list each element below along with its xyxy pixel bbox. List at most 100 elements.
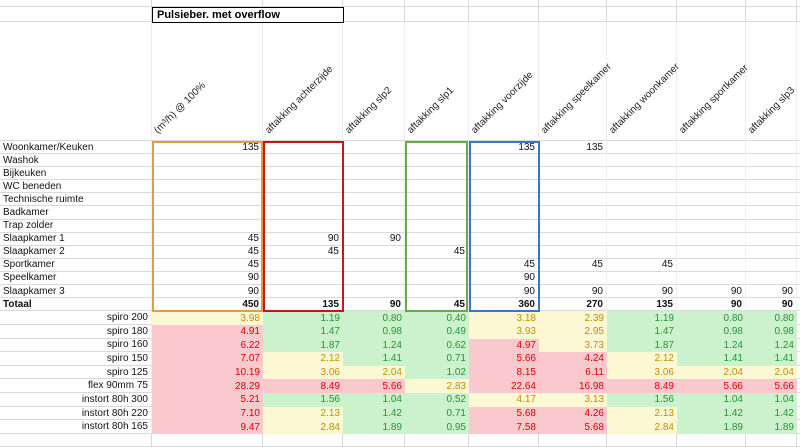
cell[interactable]: 90 xyxy=(469,285,539,299)
cell[interactable]: 45 xyxy=(469,258,539,272)
cell[interactable] xyxy=(677,232,746,246)
row-label[interactable]: spiro 160 xyxy=(0,338,152,353)
cell[interactable] xyxy=(405,271,469,286)
cell[interactable]: 450 xyxy=(152,298,263,312)
cell[interactable] xyxy=(607,193,677,207)
cell[interactable] xyxy=(746,141,797,155)
row-label[interactable]: Speelkamer xyxy=(0,271,152,286)
cell[interactable] xyxy=(405,180,469,194)
column-header[interactable]: aftakking achterzijde xyxy=(263,63,336,137)
cell[interactable] xyxy=(539,219,607,233)
cell[interactable] xyxy=(405,232,469,246)
cell[interactable]: 1.04 xyxy=(343,393,405,407)
cell[interactable]: 45 xyxy=(152,232,263,246)
cell[interactable] xyxy=(797,22,800,141)
cell[interactable]: 0.62 xyxy=(405,338,469,353)
cell[interactable] xyxy=(152,167,263,181)
cell[interactable] xyxy=(607,22,677,141)
row-label[interactable]: Slaapkamer 1 xyxy=(0,232,152,246)
cell[interactable] xyxy=(746,258,797,272)
title-cell[interactable]: Pulsieber. met overflow xyxy=(152,7,344,23)
cell[interactable] xyxy=(607,271,677,286)
cell[interactable]: 1.41 xyxy=(677,352,746,366)
cell[interactable] xyxy=(607,180,677,194)
cell[interactable]: 2.12 xyxy=(263,352,343,366)
cell[interactable] xyxy=(607,0,677,7)
cell[interactable] xyxy=(797,352,800,366)
cell[interactable]: 1.41 xyxy=(746,352,797,366)
row-label[interactable]: WC beneden xyxy=(0,180,152,194)
cell[interactable] xyxy=(343,219,405,233)
cell[interactable] xyxy=(539,22,607,141)
cell[interactable]: 1.19 xyxy=(263,311,343,325)
cell[interactable] xyxy=(797,220,800,233)
cell[interactable]: 0.71 xyxy=(405,406,469,421)
cell[interactable]: 90 xyxy=(343,298,405,312)
cell[interactable] xyxy=(343,180,405,194)
cell[interactable]: 90 xyxy=(263,232,343,246)
cell[interactable]: 8.49 xyxy=(607,379,677,394)
cell[interactable]: 3.98 xyxy=(152,311,263,325)
cell[interactable]: 0.95 xyxy=(405,420,469,434)
cell[interactable]: 45 xyxy=(405,245,469,259)
cell[interactable] xyxy=(797,167,800,181)
cell[interactable] xyxy=(405,193,469,207)
cell[interactable] xyxy=(263,219,343,233)
cell[interactable]: 1.56 xyxy=(263,393,343,407)
cell[interactable]: 90 xyxy=(152,271,263,286)
cell[interactable] xyxy=(539,206,607,220)
cell[interactable]: 7.58 xyxy=(469,420,539,434)
cell[interactable] xyxy=(677,271,746,286)
cell[interactable]: 2.04 xyxy=(746,365,797,380)
cell[interactable] xyxy=(607,154,677,168)
cell[interactable] xyxy=(797,259,800,272)
row-label[interactable]: Totaal xyxy=(0,298,152,312)
cell[interactable]: 2.04 xyxy=(677,365,746,380)
cell[interactable]: 1.24 xyxy=(746,338,797,353)
cell[interactable] xyxy=(797,180,800,194)
cell[interactable] xyxy=(797,0,800,7)
cell[interactable]: 1.89 xyxy=(746,420,797,434)
column-header[interactable]: aftakking woonkamer xyxy=(607,61,682,136)
cell[interactable] xyxy=(677,22,746,141)
cell[interactable]: 4.91 xyxy=(152,324,263,339)
cell[interactable]: 3.13 xyxy=(539,393,607,407)
cell[interactable]: 1.89 xyxy=(677,420,746,434)
cell[interactable] xyxy=(469,206,539,220)
row-label[interactable]: instort 80h 165 xyxy=(0,420,152,434)
cell[interactable] xyxy=(677,0,746,7)
cell[interactable]: 22.64 xyxy=(469,379,539,394)
cell[interactable] xyxy=(469,232,539,246)
cell[interactable]: 45 xyxy=(152,245,263,259)
cell[interactable] xyxy=(343,193,405,207)
cell[interactable] xyxy=(746,22,797,141)
cell[interactable] xyxy=(405,219,469,233)
cell[interactable]: 90 xyxy=(343,232,405,246)
cell[interactable] xyxy=(405,206,469,220)
cell[interactable] xyxy=(797,233,800,246)
cell[interactable] xyxy=(797,379,800,394)
column-header[interactable]: aftakking slp2 xyxy=(343,84,395,136)
cell[interactable]: 1.42 xyxy=(746,406,797,421)
cell[interactable]: 135 xyxy=(263,298,343,312)
cell[interactable]: 0.80 xyxy=(677,311,746,325)
cell[interactable]: 1.87 xyxy=(263,338,343,353)
cell[interactable] xyxy=(746,271,797,286)
cell[interactable]: 135 xyxy=(539,141,607,155)
cell[interactable] xyxy=(343,433,405,447)
cell[interactable] xyxy=(797,366,800,380)
cell[interactable]: 10.19 xyxy=(152,365,263,380)
cell[interactable] xyxy=(0,0,152,7)
cell[interactable]: 90 xyxy=(152,285,263,299)
cell[interactable] xyxy=(746,154,797,168)
cell[interactable]: 2.13 xyxy=(607,406,677,421)
cell[interactable] xyxy=(677,206,746,220)
cell[interactable]: 0.52 xyxy=(405,393,469,407)
cell[interactable]: 90 xyxy=(607,285,677,299)
cell[interactable]: 8.15 xyxy=(469,365,539,380)
cell[interactable]: 4.17 xyxy=(469,393,539,407)
cell[interactable] xyxy=(539,0,607,7)
cell[interactable]: 1.47 xyxy=(607,324,677,339)
cell[interactable]: 135 xyxy=(607,298,677,312)
cell[interactable] xyxy=(607,7,677,22)
